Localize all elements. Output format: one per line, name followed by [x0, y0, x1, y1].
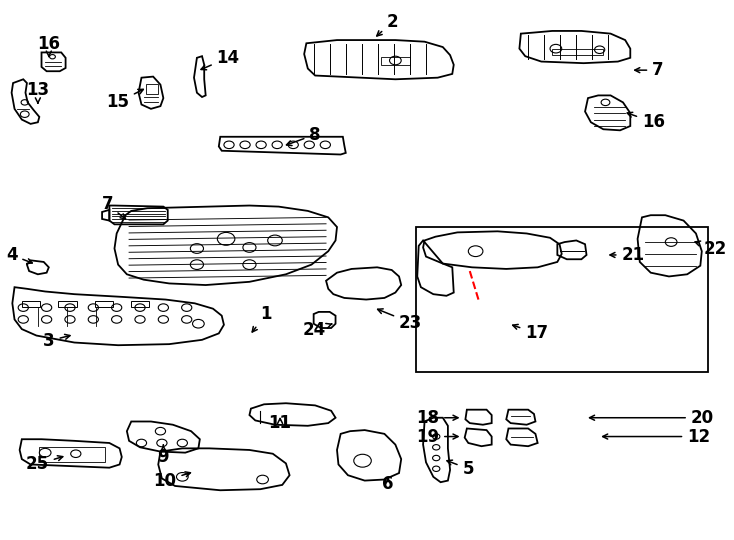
Text: 23: 23 [377, 309, 422, 332]
Bar [22, 301, 40, 307]
Text: 2: 2 [377, 13, 399, 36]
Text: 10: 10 [153, 471, 190, 490]
Text: 11: 11 [269, 414, 291, 432]
Bar [58, 301, 76, 307]
Text: 13: 13 [26, 81, 49, 103]
Text: 19: 19 [416, 428, 458, 445]
Text: 16: 16 [37, 35, 60, 57]
Bar [415, 227, 708, 372]
Text: 12: 12 [603, 428, 711, 445]
Text: 17: 17 [513, 325, 548, 342]
Text: 1: 1 [252, 305, 272, 332]
Text: 20: 20 [589, 409, 714, 427]
Text: 5: 5 [447, 460, 474, 478]
Text: 6: 6 [382, 475, 394, 493]
Text: 25: 25 [26, 455, 63, 474]
Text: 15: 15 [106, 90, 143, 111]
Text: 21: 21 [610, 246, 644, 264]
Text: 22: 22 [695, 240, 727, 258]
Text: 16: 16 [628, 112, 665, 131]
Text: 9: 9 [158, 445, 169, 466]
Text: 14: 14 [201, 49, 240, 70]
Text: 7: 7 [101, 195, 126, 219]
Bar [381, 57, 410, 65]
Text: 18: 18 [416, 409, 458, 427]
Bar [552, 49, 603, 55]
Text: 4: 4 [6, 246, 32, 264]
Bar [95, 301, 113, 307]
Bar [131, 301, 150, 307]
Text: 24: 24 [303, 321, 332, 339]
Text: 7: 7 [635, 61, 664, 79]
Bar [146, 84, 158, 94]
Bar [40, 447, 105, 462]
Text: 8: 8 [286, 126, 321, 146]
Text: 3: 3 [43, 332, 70, 350]
